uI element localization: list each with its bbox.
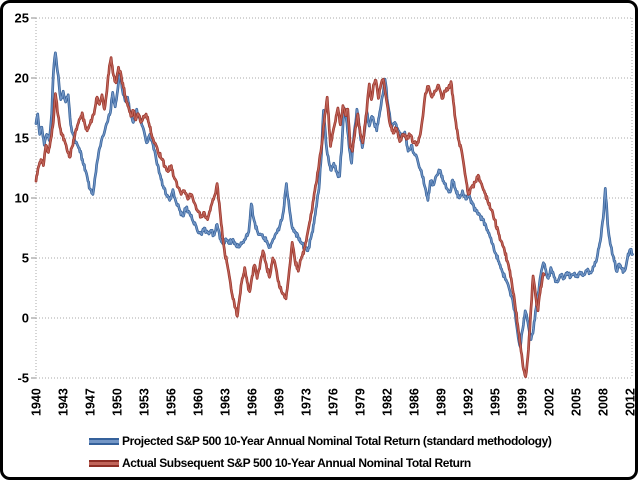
- y-tick-label: 5: [22, 251, 29, 266]
- legend: Projected S&P 500 10-Year Annual Nominal…: [89, 430, 552, 474]
- x-tick-label: 1992: [462, 388, 476, 416]
- x-tick-label: 1960: [192, 388, 206, 416]
- x-tick-label: 1979: [354, 388, 368, 416]
- x-tick-label: 1953: [138, 388, 152, 416]
- x-tick-label: 1973: [300, 388, 314, 416]
- x-tick-label: 2005: [570, 388, 584, 416]
- x-tick-label: 1947: [84, 388, 98, 416]
- x-tick-label: 1943: [57, 388, 71, 416]
- x-tick-label: 1940: [30, 388, 44, 416]
- x-tick-label: 2002: [543, 388, 557, 416]
- x-tick-label: 2008: [597, 388, 611, 416]
- y-tick-label: -5: [17, 371, 29, 386]
- x-tick-label: 1966: [246, 388, 260, 416]
- legend-item-projected: Projected S&P 500 10-Year Annual Nominal…: [89, 430, 552, 452]
- legend-label-projected: Projected S&P 500 10-Year Annual Nominal…: [122, 434, 552, 448]
- x-tick-label: 1956: [165, 388, 179, 416]
- x-tick-label: 1976: [327, 388, 341, 416]
- x-tick-label: 1999: [516, 388, 530, 416]
- y-tick-label: 15: [15, 131, 29, 146]
- x-tick-label: 1963: [219, 388, 233, 416]
- legend-swatch-projected-line: [89, 437, 119, 445]
- x-tick-label: 1950: [111, 388, 125, 416]
- series-actual-line-highlight: [35, 57, 545, 378]
- series-projected-line-highlight: [35, 52, 634, 348]
- y-tick-label: 25: [15, 11, 29, 26]
- x-tick-label: 2012: [624, 388, 638, 416]
- legend-label-actual: Actual Subsequent S&P 500 10-Year Annual…: [122, 456, 471, 470]
- legend-swatch-actual-line: [89, 459, 119, 467]
- y-tick-label: 10: [15, 191, 29, 206]
- y-tick-label: 0: [22, 311, 29, 326]
- legend-item-actual: Actual Subsequent S&P 500 10-Year Annual…: [89, 452, 551, 474]
- x-tick-label: 1969: [273, 388, 287, 416]
- x-tick-label: 1982: [381, 388, 395, 416]
- x-tick-label: 1995: [489, 388, 503, 416]
- x-tick-label: 1986: [408, 388, 422, 416]
- y-tick-label: 20: [15, 71, 29, 86]
- x-tick-label: 1989: [435, 388, 449, 416]
